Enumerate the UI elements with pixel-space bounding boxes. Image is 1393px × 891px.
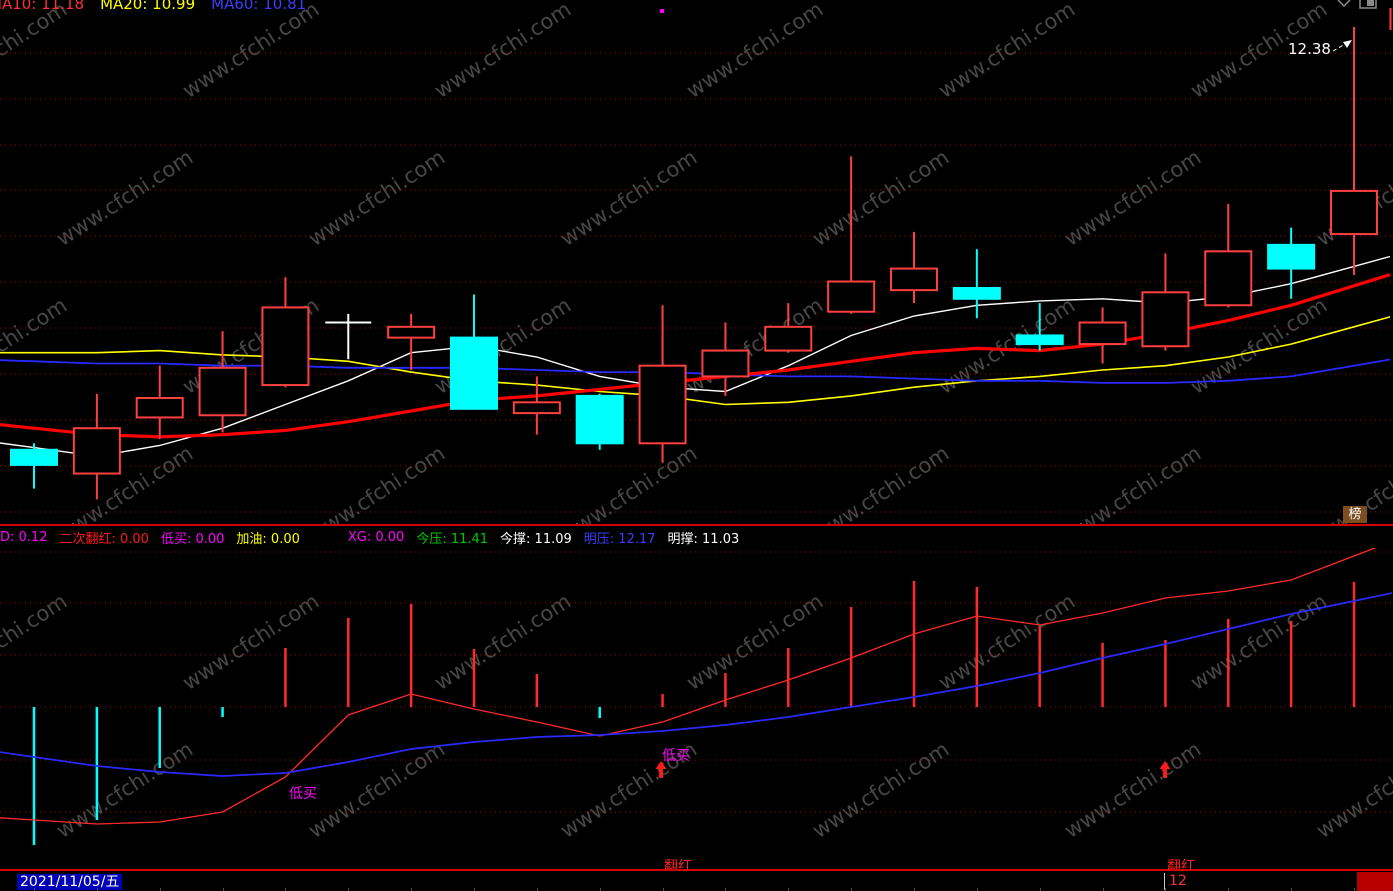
candle-body xyxy=(1267,243,1316,270)
candle-body xyxy=(10,448,58,466)
ma-label-ma20: MA20: 10.99 xyxy=(100,0,196,13)
indicator-item: D: 0.12 xyxy=(0,529,48,545)
axis-tick xyxy=(1102,888,1104,891)
indicator-item: 明撑: 11.03 xyxy=(667,531,740,547)
candle-body xyxy=(1015,334,1064,346)
countdown-value: 12 xyxy=(1169,873,1187,889)
axis-tick xyxy=(536,888,538,891)
axis-tick xyxy=(473,888,475,891)
price-marker-arrowhead xyxy=(1343,40,1352,48)
axis-tick xyxy=(159,888,161,891)
indicator-item: 低买: 0.00 xyxy=(160,531,225,547)
corner-handle[interactable] xyxy=(1357,872,1393,891)
axis-tick xyxy=(1353,888,1355,891)
bottom-status-bar: 2021/11/05/五 12 xyxy=(0,869,1393,891)
candle-body xyxy=(827,280,876,313)
axis-tick xyxy=(1039,888,1041,891)
status-divider xyxy=(1164,873,1165,890)
candle-body xyxy=(1078,321,1127,346)
axis-tick xyxy=(725,888,727,891)
indicator-item: 明压: 12.17 xyxy=(583,531,656,547)
signal-label: 低买 xyxy=(662,748,690,764)
axis-tick xyxy=(1228,888,1230,891)
indicator-value-bar: D: 0.12 二次翻红: 0.00 低买: 0.00 加油: 0.00 XG: 0.0… xyxy=(0,524,1393,548)
candle-body xyxy=(1329,189,1378,236)
sub-fast-line xyxy=(0,540,1393,825)
price-marker-arrow xyxy=(1332,42,1348,52)
candle-body xyxy=(575,394,624,445)
window-icon[interactable] xyxy=(1359,0,1377,9)
candle-body xyxy=(1141,291,1190,348)
indicator-item: 加油: 0.00 xyxy=(236,531,300,547)
candle-body xyxy=(764,325,813,352)
rank-badge-button[interactable]: 榜 xyxy=(1343,506,1367,523)
candle-body xyxy=(952,286,1001,300)
axis-tick xyxy=(411,888,413,891)
axis-tick xyxy=(788,888,790,891)
buy-arrow-icon xyxy=(655,761,667,778)
candle-body xyxy=(261,306,310,387)
candle-body xyxy=(449,336,498,410)
axis-tick xyxy=(851,888,853,891)
ma-label-ma60: MA60: 10.81 xyxy=(211,0,307,13)
axis-tick xyxy=(599,888,601,891)
axis-tick xyxy=(1165,888,1167,891)
candle-body xyxy=(889,267,938,292)
candle-body xyxy=(1204,250,1253,307)
axis-tick xyxy=(96,888,98,891)
signal-label: 低买 xyxy=(289,786,317,802)
axis-tick xyxy=(348,888,350,891)
last-high-price-marker: 12.38 xyxy=(1288,40,1331,58)
axis-tick xyxy=(285,888,287,891)
ma-legend: MA10: 11.18 MA20: 10.99 MA60: 10.81 xyxy=(0,0,322,13)
ma-blue-line xyxy=(0,358,1391,384)
axis-tick xyxy=(34,888,35,891)
axis-tick xyxy=(976,888,978,891)
candle-body xyxy=(512,401,561,415)
indicator-item: XG: 0.00 xyxy=(347,529,405,545)
ma-label-ma10: MA10: 11.18 xyxy=(0,0,85,13)
date-cell[interactable]: 2021/11/05/五 xyxy=(17,874,123,890)
event-dot xyxy=(660,9,664,13)
candle-body xyxy=(198,366,247,417)
axis-tick xyxy=(222,888,224,891)
indicator-item: 今压: 11.41 xyxy=(416,531,489,547)
buy-arrow-icon xyxy=(1159,761,1171,778)
axis-tick xyxy=(1291,888,1293,891)
candle-body xyxy=(701,349,750,378)
indicator-item: 今撑: 11.09 xyxy=(500,531,572,547)
candle-body xyxy=(387,325,436,339)
axis-tick xyxy=(662,888,664,891)
indicator-item: 二次翻红: 0.00 xyxy=(59,531,149,547)
candle-body xyxy=(72,427,121,475)
ma-yellow-line xyxy=(0,316,1391,406)
chevron-down-icon[interactable] xyxy=(1337,0,1351,8)
candle-body xyxy=(638,364,687,445)
ma-white-line xyxy=(0,255,1391,458)
axis-tick xyxy=(913,888,915,891)
candle-body xyxy=(135,397,184,419)
window-icon-fill xyxy=(1367,0,1374,6)
sub-slow-line xyxy=(0,592,1393,777)
